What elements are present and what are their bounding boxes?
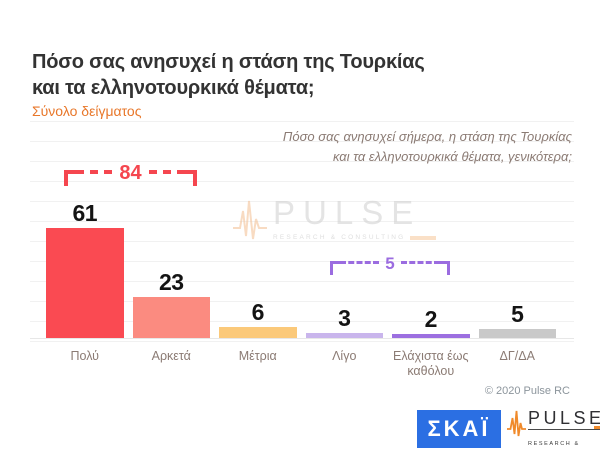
bracket-value: 84 bbox=[119, 162, 142, 184]
bracket-dash bbox=[340, 261, 380, 264]
pulse-waveform-icon bbox=[507, 408, 526, 445]
bar-column-dgda: 5 bbox=[478, 178, 556, 338]
bar-column-poly: 61 bbox=[46, 178, 124, 338]
bar-arketa bbox=[132, 296, 210, 338]
category-axis: Πολύ Αρκετά Μέτρια Λίγο Ελάχιστα έως καθ… bbox=[46, 349, 556, 379]
skai-logo-text: ΣΚΑΪ bbox=[427, 416, 491, 441]
title-line-2: και τα ελληνοτουρκικά θέματα; bbox=[32, 77, 315, 99]
category-label-dgda: ΔΓ/ΔΑ bbox=[499, 349, 535, 363]
watermark-subtext: RESEARCH & CONSULTING bbox=[273, 234, 406, 241]
bracket-right-cap bbox=[185, 170, 197, 186]
chart-subtitle: Σύνολο δείγματος bbox=[32, 103, 142, 119]
watermark-wordmark: PULSE bbox=[273, 194, 422, 231]
bar-column-elaxista: 2 bbox=[392, 178, 470, 338]
category-label-poly: Πολύ bbox=[70, 349, 100, 363]
bracket-value: 5 bbox=[385, 254, 395, 273]
bracket-dash bbox=[148, 170, 185, 174]
pulse-logo: PULSE RESEARCH & CONSULTING bbox=[507, 408, 600, 452]
value-label: 6 bbox=[251, 299, 265, 326]
page-title: Πόσο σας ανησυχεί η στάση της Τουρκίας κ… bbox=[32, 49, 425, 101]
pulse-logo-subtext: RESEARCH & CONSULTING bbox=[528, 440, 580, 447]
x-axis-baseline bbox=[30, 338, 574, 339]
copyright-text: © 2020 Pulse RC bbox=[484, 385, 570, 397]
bar-column-ligo: 3 bbox=[305, 178, 383, 338]
category-label-elaxista: Ελάχιστα έως καθόλου bbox=[393, 349, 469, 378]
question-annotation: Πόσο σας ανησυχεί σήμερα, η στάση της Το… bbox=[283, 127, 572, 167]
pulse-watermark: PULSE RESEARCH & CONSULTING bbox=[233, 194, 437, 251]
bar-column-metria: 6 bbox=[219, 178, 297, 338]
watermark-accent-bar bbox=[410, 235, 437, 240]
bracket-dash bbox=[76, 170, 113, 174]
bar-metria bbox=[219, 327, 297, 338]
category-label-ligo: Λίγο bbox=[332, 349, 357, 363]
pulse-waveform-icon bbox=[233, 196, 267, 251]
bracket-left-cap bbox=[330, 261, 340, 275]
bar-poly bbox=[46, 228, 124, 338]
bracket-dash bbox=[400, 261, 440, 264]
value-label: 2 bbox=[424, 306, 438, 333]
category-label-arketa: Αρκετά bbox=[151, 349, 191, 363]
pulse-logo-wordmark: PULSE bbox=[528, 408, 600, 428]
value-label: 3 bbox=[338, 304, 351, 331]
bar-ligo bbox=[305, 332, 383, 338]
bracket-left-cap bbox=[64, 170, 76, 186]
bar-dgda bbox=[478, 329, 556, 338]
title-line-1: Πόσο σας ανησυχεί η στάση της Τουρκίας bbox=[32, 51, 425, 73]
bar-column-arketa: 23 bbox=[132, 178, 210, 338]
bar-chart: 61 23 6 3 2 5 bbox=[46, 178, 556, 338]
value-label: 5 bbox=[511, 301, 524, 327]
value-label: 61 bbox=[72, 200, 98, 227]
skai-logo: ΣΚΑΪ bbox=[417, 410, 501, 448]
annotation-line-2: και τα ελληνοτουρκικά θέματα, γενικότερα… bbox=[332, 149, 572, 164]
bracket-total-5: 5 bbox=[330, 255, 450, 275]
bracket-right-cap bbox=[440, 261, 450, 275]
annotation-line-1: Πόσο σας ανησυχεί σήμερα, η στάση της Το… bbox=[282, 129, 572, 144]
value-label: 23 bbox=[158, 268, 184, 295]
bar-elaxista bbox=[392, 334, 470, 338]
category-label-metria: Μέτρια bbox=[238, 349, 277, 363]
pulse-logo-accent bbox=[593, 426, 600, 429]
bracket-total-84: 84 bbox=[64, 163, 197, 186]
